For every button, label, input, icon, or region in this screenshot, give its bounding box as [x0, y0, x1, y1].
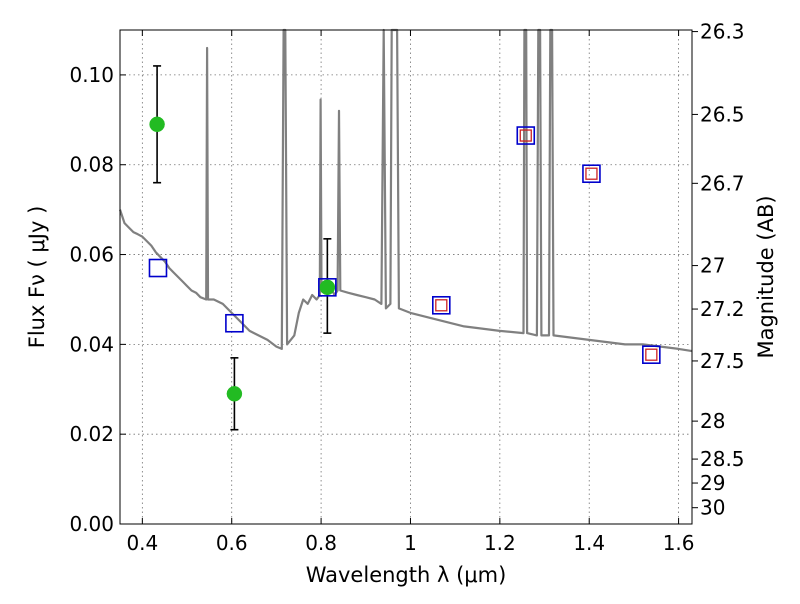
- x-tick-label: 0.8: [305, 531, 337, 555]
- x-tick-label: 1.2: [484, 531, 516, 555]
- photometry-point: [319, 279, 336, 296]
- plot-frame: [119, 29, 693, 525]
- y-axis-label: Flux Fν ( μJy ): [25, 206, 49, 349]
- x-tick-label: 1.6: [663, 531, 695, 555]
- model-square-small: [519, 129, 532, 142]
- model-square: [642, 345, 661, 364]
- y2-tick-label: 29: [700, 471, 725, 495]
- ticks-layer: 0.4 0.6 0.8 1 1.2 1.4 1.6 0.00 0.02 0.04 0.06 0.08 0…: [69, 20, 744, 555]
- y-tick-label: 0.06: [69, 243, 114, 267]
- photometry-point: [149, 116, 165, 133]
- model-square: [516, 126, 536, 145]
- x-tick-label: 1.4: [573, 531, 605, 555]
- y2-tick-label: 27.5: [700, 349, 745, 373]
- y2-tick-label: 26.5: [700, 102, 745, 126]
- model-square: [582, 164, 601, 184]
- x-tick-label: 0.4: [126, 531, 158, 555]
- y2-axis-label: Magnitude (AB): [754, 195, 778, 358]
- spectrum-line: [118, 28, 693, 353]
- y-tick-label: 0.10: [69, 63, 114, 87]
- y2-tick-label: 26.7: [700, 171, 745, 195]
- y2-tick-label: 30: [700, 496, 725, 520]
- model-square-small: [585, 167, 598, 180]
- y-tick-label: 0.08: [69, 153, 114, 177]
- x-tick-label: 1: [404, 531, 417, 555]
- markers-layer: [148, 65, 661, 431]
- model-square-small: [645, 348, 658, 361]
- y2-tick-label: 28.5: [700, 447, 745, 471]
- y-tick-label: 0.02: [69, 422, 114, 446]
- model-square: [148, 258, 168, 278]
- y2-tick-label: 27: [700, 254, 725, 278]
- model-square: [225, 313, 244, 333]
- spectrum-layer: [118, 28, 693, 353]
- model-square: [318, 278, 337, 297]
- model-square-small: [435, 299, 448, 312]
- y2-tick-label: 27.2: [700, 297, 745, 321]
- y-tick-label: 0.04: [69, 332, 114, 356]
- model-square: [432, 295, 451, 315]
- y2-tick-label: 28: [700, 409, 725, 433]
- photometry-point: [226, 386, 243, 402]
- x-tick-label: 0.6: [216, 531, 248, 555]
- x-axis-label: Wavelength λ (μm): [306, 563, 507, 587]
- y2-tick-label: 26.3: [700, 20, 745, 44]
- y-tick-label: 0.00: [69, 512, 114, 536]
